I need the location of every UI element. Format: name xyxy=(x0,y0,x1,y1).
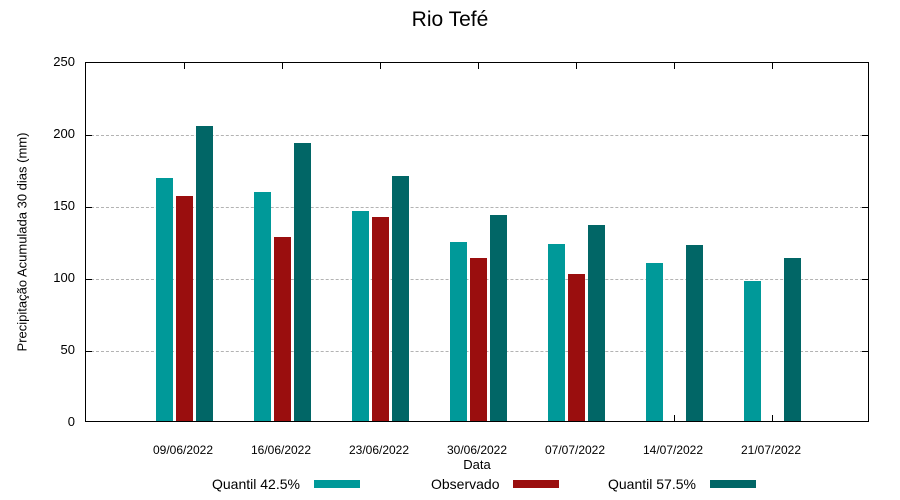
legend-entry: Observado xyxy=(431,476,560,492)
x-tick-mark xyxy=(674,63,675,69)
chart-title: Rio Tefé xyxy=(411,8,489,31)
bar xyxy=(490,215,507,421)
plot-area xyxy=(85,62,869,422)
legend-label: Quantil 42.5% xyxy=(212,476,300,492)
x-tick-mark xyxy=(576,63,577,69)
y-tick-label: 50 xyxy=(60,342,75,357)
x-axis-title: Data xyxy=(463,457,491,472)
bar xyxy=(274,237,291,421)
x-tick-label: 07/07/2022 xyxy=(544,443,606,457)
bar xyxy=(392,176,409,421)
x-tick-mark xyxy=(772,415,773,421)
y-tick-label: 100 xyxy=(53,270,75,285)
x-tick-label: 21/07/2022 xyxy=(740,443,802,457)
y-tick-mark xyxy=(862,351,868,352)
x-tick-label: 09/06/2022 xyxy=(152,443,214,457)
legend-entry: Quantil 57.5% xyxy=(608,476,756,492)
bar xyxy=(196,126,213,421)
bar xyxy=(784,258,801,421)
bar xyxy=(470,258,487,421)
x-tick-mark xyxy=(380,63,381,69)
x-tick-label: 23/06/2022 xyxy=(348,443,410,457)
y-tick-mark xyxy=(862,135,868,136)
x-tick-label: 14/07/2022 xyxy=(642,443,704,457)
bar xyxy=(450,242,467,421)
legend-swatch xyxy=(313,480,360,488)
y-tick-mark xyxy=(862,279,868,280)
y-tick-mark xyxy=(862,207,868,208)
y-tick-label: 250 xyxy=(53,54,75,69)
legend-swatch xyxy=(513,480,560,488)
bar xyxy=(372,217,389,421)
x-tick-mark xyxy=(478,63,479,69)
x-tick-mark xyxy=(184,63,185,69)
y-tick-mark xyxy=(86,135,92,136)
bar xyxy=(254,192,271,421)
gridline xyxy=(86,135,868,136)
bar xyxy=(646,263,663,421)
bar xyxy=(352,211,369,421)
y-tick-label: 0 xyxy=(67,414,75,429)
gridline xyxy=(86,207,868,208)
y-tick-mark xyxy=(86,207,92,208)
y-axis-title: Precipitação Acumulada 30 dias (mm) xyxy=(14,132,30,352)
legend-swatch xyxy=(709,480,756,488)
x-tick-label: 30/06/2022 xyxy=(446,443,508,457)
bar xyxy=(686,245,703,421)
bar xyxy=(548,244,565,421)
bar xyxy=(588,225,605,421)
y-tick-mark xyxy=(86,351,92,352)
legend-label: Quantil 57.5% xyxy=(608,476,696,492)
y-tick-mark xyxy=(86,279,92,280)
legend-label: Observado xyxy=(431,476,500,492)
x-tick-label: 16/06/2022 xyxy=(250,443,312,457)
x-tick-mark xyxy=(772,63,773,69)
x-tick-mark xyxy=(282,63,283,69)
bar xyxy=(294,143,311,421)
y-tick-label: 200 xyxy=(53,126,75,141)
bar xyxy=(176,196,193,421)
y-tick-label: 150 xyxy=(53,198,75,213)
bar xyxy=(744,281,761,421)
x-tick-mark xyxy=(674,415,675,421)
legend-entry: Quantil 42.5% xyxy=(212,476,360,492)
bar xyxy=(568,274,585,421)
bar xyxy=(156,178,173,421)
